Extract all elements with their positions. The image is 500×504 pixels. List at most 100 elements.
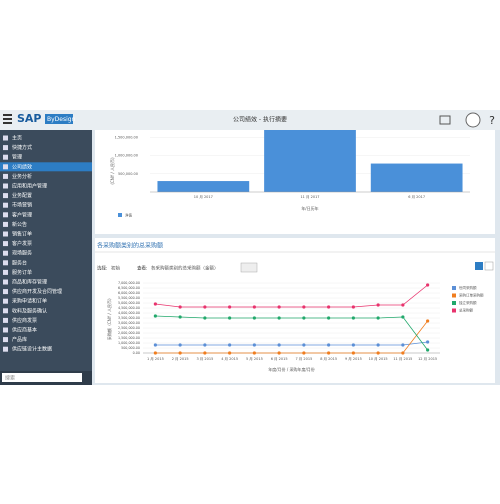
sidebar-item[interactable]: 应用和用户管理 — [12, 183, 47, 190]
table-toggle[interactable] — [484, 261, 494, 271]
sidebar-item[interactable]: 现场服务 — [12, 250, 32, 257]
sidebar-item[interactable]: 新公告 — [12, 221, 27, 228]
item-icon — [3, 260, 8, 266]
item-icon — [3, 317, 8, 323]
data-point — [203, 305, 207, 309]
item-icon — [3, 154, 8, 160]
data-point — [228, 305, 232, 309]
data-point — [401, 315, 405, 319]
y-tick-label: 2,000,000.00 — [118, 331, 140, 335]
data-point — [153, 302, 157, 306]
sidebar-item[interactable]: 业务分析 — [12, 173, 32, 180]
active-item-bg — [0, 162, 92, 172]
sidebar-item[interactable]: 供应链设计主数据 — [12, 346, 52, 353]
help-icon[interactable]: ? — [489, 114, 495, 127]
sidebar-item[interactable]: 业务配置 — [12, 192, 32, 199]
item-icon — [3, 221, 8, 227]
search-input[interactable] — [2, 373, 82, 382]
y-tick-label: 3,000,000.00 — [118, 321, 140, 325]
data-point — [252, 305, 256, 309]
sidebar-item[interactable]: 供应商基本 — [12, 327, 37, 334]
data-point — [327, 343, 331, 347]
data-point — [376, 303, 380, 307]
y-tick-label: 2,500,000.00 — [118, 326, 140, 330]
data-point — [302, 316, 306, 320]
legend-label: 总采购额 — [459, 308, 473, 313]
line-series — [155, 315, 428, 351]
sidebar-item[interactable]: 服务台 — [12, 259, 27, 266]
data-point — [203, 343, 207, 347]
y-tick-label: 7,000,000.00 — [118, 281, 140, 285]
legend-swatch — [452, 286, 456, 290]
item-icon — [3, 202, 8, 208]
data-point — [153, 343, 157, 347]
data-point — [252, 343, 256, 347]
select-value[interactable]: 初始 — [111, 265, 120, 272]
chart-toggle[interactable] — [475, 262, 483, 270]
logo-badge — [45, 114, 73, 124]
x-tick-label: 10 月 2015 — [369, 356, 388, 361]
x-tick-label: 8 月 2015 — [320, 356, 337, 361]
x-tick-label: 4 月 2015 — [221, 356, 238, 361]
sidebar-item[interactable]: 快捷方式 — [12, 144, 32, 151]
sidebar-item[interactable]: 客户管理 — [12, 211, 32, 218]
item-icon — [3, 212, 8, 218]
y-tick-label: 5,500,000.00 — [118, 296, 140, 300]
y-tick-label: 4,500,000.00 — [118, 306, 140, 310]
line-panel — [95, 238, 495, 383]
item-icon — [3, 250, 8, 256]
sidebar-item[interactable]: 收料及服务确认 — [12, 307, 47, 314]
y-tick-label: 500,000.00 — [118, 172, 138, 176]
data-point — [302, 343, 306, 347]
data-point — [376, 343, 380, 347]
data-point — [153, 351, 157, 355]
sidebar-item[interactable]: 采购申请和订单 — [12, 298, 47, 305]
data-point — [327, 351, 331, 355]
menu-icon[interactable] — [3, 114, 12, 124]
sidebar-item[interactable]: 供应商发票 — [12, 317, 37, 324]
settings-button[interactable] — [240, 262, 258, 273]
logo: SAP — [17, 112, 42, 125]
x-axis-label: 年/日历年 — [301, 205, 318, 211]
sidebar-item[interactable]: 客户发票 — [12, 240, 32, 247]
sidebar-item[interactable]: 管理 — [12, 154, 22, 161]
item-icon — [3, 164, 8, 170]
x-tick-label: 3 月 2015 — [196, 356, 213, 361]
sidebar-item[interactable]: 服务订单 — [12, 269, 32, 276]
sidebar-item[interactable]: 主页 — [12, 135, 22, 142]
x-tick-label: 11 月 2015 — [393, 356, 412, 361]
view-value[interactable]: 各采购额类别的总采购额（金额） — [151, 265, 219, 272]
item-icon — [3, 241, 8, 247]
sidebar-item[interactable]: 市场营销 — [12, 202, 32, 209]
y-tick-label: 1,000,000.00 — [115, 154, 138, 158]
data-point — [178, 351, 182, 355]
user-avatar[interactable] — [465, 112, 481, 128]
view-label: 查看: — [137, 265, 148, 272]
data-point — [426, 283, 430, 287]
data-point — [327, 305, 331, 309]
x-tick-label: 2 月 2015 — [172, 356, 189, 361]
sidebar-item[interactable]: 产品库 — [12, 336, 27, 343]
sidebar-item[interactable]: 销售订单 — [12, 231, 32, 238]
item-icon — [3, 269, 8, 275]
data-point — [178, 343, 182, 347]
page-title: 公司绩效 - 执行摘要 — [233, 116, 287, 124]
legend-label: 采购订单采购额 — [459, 293, 484, 298]
sidebar-item[interactable]: 供应商开发及合同管理 — [12, 288, 62, 295]
sidebar-item[interactable]: 商品和库存管理 — [12, 279, 47, 286]
data-point — [203, 316, 207, 320]
y-axis-label: 采购额（CNY / 人民币） — [106, 296, 112, 340]
data-point — [277, 351, 281, 355]
data-point — [351, 351, 355, 355]
data-point — [401, 303, 405, 307]
sidebar-item[interactable]: 公司绩效 — [12, 163, 32, 170]
legend-label: 独立采购额 — [459, 300, 477, 305]
item-icon — [3, 346, 8, 352]
select-label: 选择: — [97, 265, 108, 272]
data-point — [302, 351, 306, 355]
notify-icon[interactable] — [439, 115, 451, 125]
item-icon — [3, 308, 8, 314]
line-series — [155, 320, 428, 354]
y-tick-label: 0.00 — [133, 351, 140, 355]
